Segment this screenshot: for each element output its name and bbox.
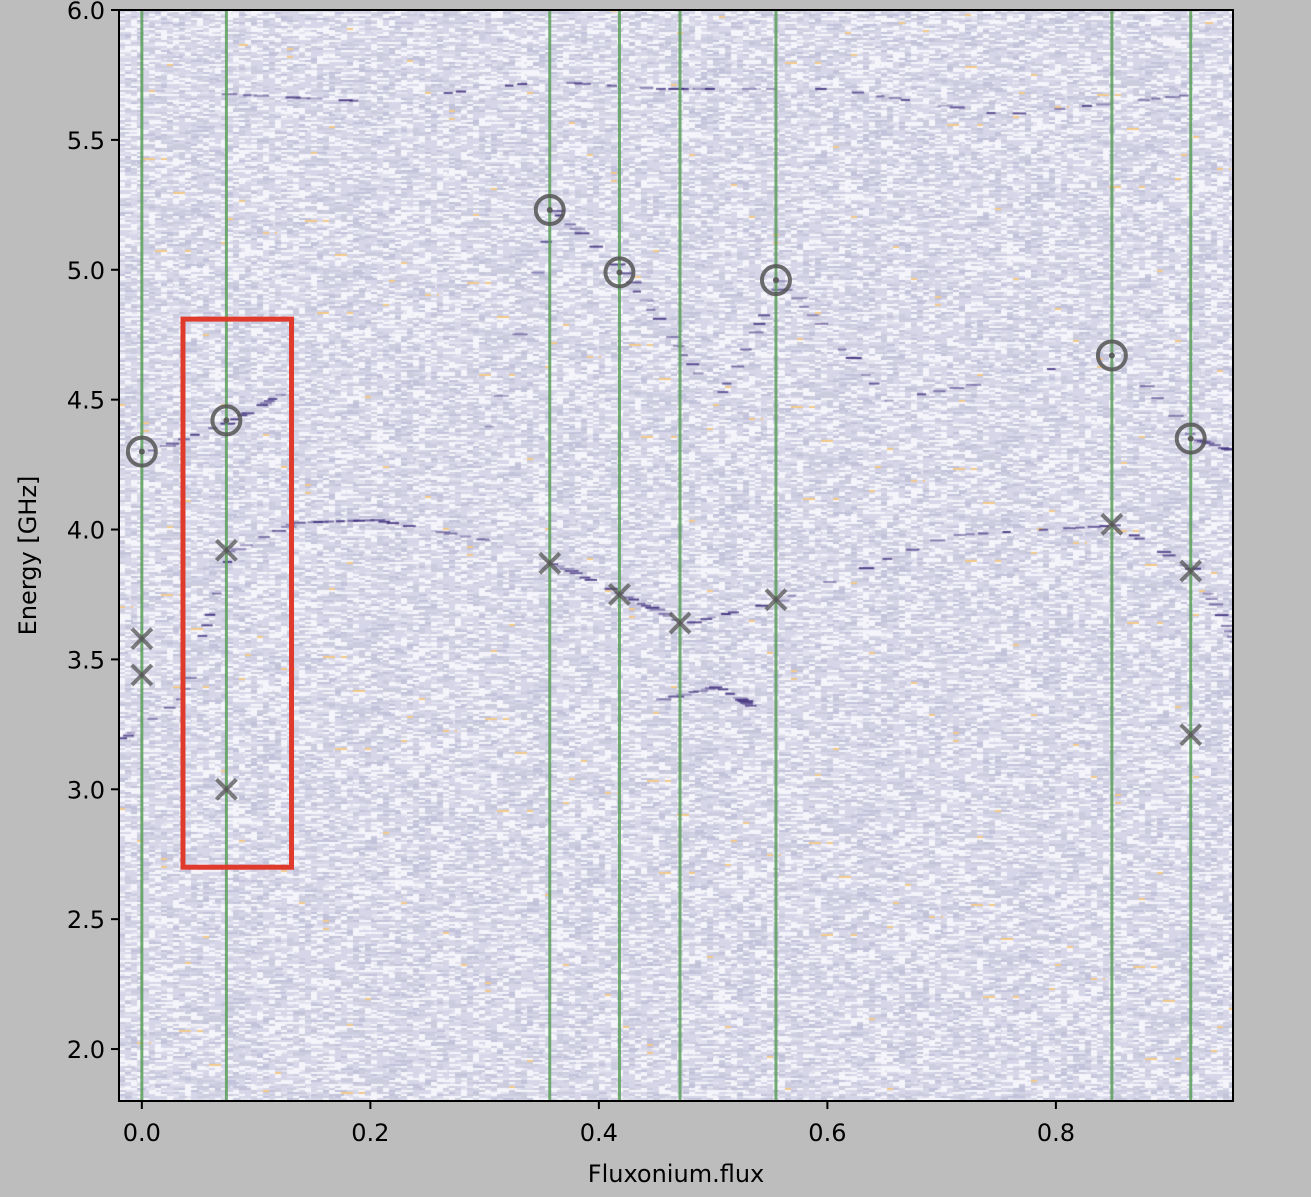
x-marker: [1179, 559, 1203, 583]
x-tick-label: 0.0: [123, 1119, 161, 1147]
plot-frame: [118, 9, 1234, 1102]
y-axis-ticks: 2.0 2.5 3.0 3.5 4.0 4.5 5.0 5.5 6.0: [67, 0, 119, 1064]
y-axis-label: Energy [GHz]: [14, 476, 42, 636]
circle-marker: [210, 404, 243, 437]
x-axis-ticks: 0.0 0.2 0.4 0.6 0.8: [123, 1101, 1075, 1147]
x-marker: [130, 627, 154, 651]
y-tick-label: 5.0: [67, 257, 105, 285]
x-marker: [214, 538, 238, 562]
circle-marker: [603, 256, 636, 289]
x-tick-label: 0.2: [351, 1119, 389, 1147]
x-marker: [1179, 723, 1203, 747]
y-tick-label: 6.0: [67, 0, 105, 25]
y-tick-label: 4.5: [67, 387, 105, 415]
y-tick-label: 4.0: [67, 517, 105, 545]
y-tick-label: 2.5: [67, 906, 105, 934]
circle-marker: [1174, 422, 1207, 455]
x-marker: [668, 611, 692, 635]
circle-marker: [125, 435, 158, 468]
x-tick-label: 0.6: [808, 1119, 846, 1147]
y-tick-label: 5.5: [67, 127, 105, 155]
flux-marker-lines: [140, 10, 1193, 1101]
x-marker: [538, 551, 562, 575]
x-marker: [608, 583, 631, 606]
x-tick-label: 0.4: [580, 1119, 618, 1147]
circle-marker: [759, 264, 792, 297]
y-tick-label: 2.0: [67, 1036, 105, 1064]
highlight-box: [180, 316, 295, 870]
spectrum-heatmap: [119, 10, 1233, 1101]
x-marker: [214, 777, 238, 801]
circle-marker: [533, 194, 566, 227]
x-marker: [130, 663, 154, 687]
x-axis-label: Fluxonium.flux: [588, 1160, 764, 1188]
y-tick-label: 3.0: [67, 776, 105, 804]
heatmap-image: [119, 10, 1233, 1101]
highlight-box-group: [180, 316, 295, 870]
circle-marker: [1095, 339, 1128, 372]
x-marker: [1100, 512, 1124, 536]
x-tick-label: 0.8: [1037, 1119, 1075, 1147]
transition-markers: [125, 194, 1207, 801]
x-marker: [764, 588, 788, 612]
y-tick-label: 3.5: [67, 646, 105, 674]
